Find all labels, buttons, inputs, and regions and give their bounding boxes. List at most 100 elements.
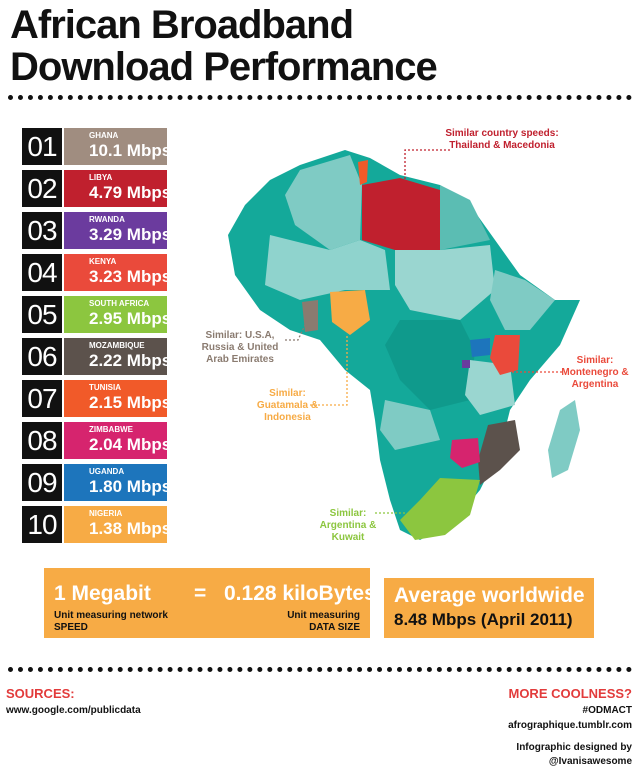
- rank-number: 06: [22, 338, 62, 375]
- map-mozambique: [478, 420, 520, 485]
- rank-country: RWANDA: [89, 215, 125, 224]
- region-namibia: [385, 455, 425, 520]
- region-ethiopia: [490, 270, 555, 330]
- rank-country: NIGERIA: [89, 509, 123, 518]
- rank-bar: SOUTH AFRICA 2.95 Mbps: [64, 296, 171, 333]
- title-line-2: Download Performance: [10, 45, 438, 89]
- rank-number: 05: [22, 296, 62, 333]
- rank-bar: KENYA 3.23 Mbps: [64, 254, 171, 291]
- region-algeria: [285, 155, 362, 250]
- rank-speed: 2.04 Mbps: [89, 435, 172, 454]
- rank-row: 06 MOZAMBIQUE 2.22 Mbps: [22, 338, 171, 375]
- rank-row: 10 NIGERIA 1.38 Mbps: [22, 506, 171, 543]
- region-sudan: [395, 245, 495, 320]
- map-ghana: [302, 300, 318, 332]
- rank-number: 09: [22, 464, 62, 501]
- bottom-dotted-divider: [8, 667, 632, 672]
- region-mali-niger: [265, 235, 390, 300]
- average-box: Average worldwide 8.48 Mbps (April 2011): [384, 578, 594, 638]
- conversion-right-caption: Unit measuring DATA SIZE: [287, 610, 360, 634]
- region-drc: [385, 320, 475, 410]
- map-kenya: [490, 335, 520, 375]
- rank-speed: 3.29 Mbps: [89, 225, 172, 244]
- rank-speed: 1.80 Mbps: [89, 477, 172, 496]
- rank-country: GHANA: [89, 131, 119, 140]
- right-caption-line-2: DATA SIZE: [309, 622, 360, 633]
- rank-bar: MOZAMBIQUE 2.22 Mbps: [64, 338, 171, 375]
- conversion-right-value: 0.128 kiloBytes: [224, 582, 376, 605]
- map-nigeria: [330, 290, 370, 335]
- conversion-box: 1 Megabit = 0.128 kiloBytes Unit measuri…: [44, 568, 376, 638]
- rank-bar: TUNISIA 2.15 Mbps: [64, 380, 171, 417]
- rank-speed: 10.1 Mbps: [89, 141, 172, 160]
- site-link[interactable]: afrographique.tumblr.com: [508, 720, 632, 731]
- rank-speed: 3.23 Mbps: [89, 267, 172, 286]
- annotation-leader-lines: [285, 149, 562, 514]
- conversion-left-caption: Unit measuring network SPEED: [54, 610, 168, 634]
- rank-number: 03: [22, 212, 62, 249]
- title: African Broadband Download Performance: [10, 3, 438, 89]
- rank-row: 01 GHANA 10.1 Mbps: [22, 128, 171, 165]
- rank-row: 05 SOUTH AFRICA 2.95 Mbps: [22, 296, 171, 333]
- rank-row: 03 RWANDA 3.29 Mbps: [22, 212, 171, 249]
- rank-speed: 2.95 Mbps: [89, 309, 172, 328]
- conversion-equals: =: [194, 582, 207, 605]
- rank-row: 02 LIBYA 4.79 Mbps: [22, 170, 171, 207]
- rank-country: LIBYA: [89, 173, 113, 182]
- rank-bar: UGANDA 1.80 Mbps: [64, 464, 171, 501]
- rank-row: 07 TUNISIA 2.15 Mbps: [22, 380, 171, 417]
- rank-country: KENYA: [89, 257, 117, 266]
- rank-number: 08: [22, 422, 62, 459]
- average-label: Average worldwide: [394, 584, 585, 607]
- credit-line-1: Infographic designed by: [516, 742, 632, 753]
- rank-country: SOUTH AFRICA: [89, 299, 150, 308]
- map-zimbabwe: [450, 438, 480, 468]
- rank-country: ZIMBABWE: [89, 425, 133, 434]
- sources-label: SOURCES:: [6, 686, 75, 701]
- leader-nigeria: [310, 335, 348, 406]
- rank-country: UGANDA: [89, 467, 125, 476]
- rank-bar: GHANA 10.1 Mbps: [64, 128, 171, 165]
- annotation-south-africa: Similar: Argentina & Kuwait: [319, 508, 377, 543]
- leader-ghana: [285, 324, 306, 341]
- rank-number: 10: [22, 506, 62, 543]
- sources-link[interactable]: www.google.com/publicdata: [6, 705, 141, 716]
- region-madagascar: [548, 400, 580, 478]
- rank-bar: NIGERIA 1.38 Mbps: [64, 506, 171, 543]
- rank-number: 07: [22, 380, 62, 417]
- region-egypt: [440, 185, 490, 250]
- rank-country: MOZAMBIQUE: [89, 341, 145, 350]
- rank-bar: ZIMBABWE 2.04 Mbps: [64, 422, 171, 459]
- conversion-left-value: 1 Megabit: [54, 582, 151, 605]
- rank-row: 04 KENYA 3.23 Mbps: [22, 254, 171, 291]
- map-libya: [362, 178, 440, 250]
- left-caption-line-1: Unit measuring network: [54, 610, 168, 621]
- average-value: 8.48 Mbps (April 2011): [394, 610, 573, 629]
- highlighted-countries: [302, 160, 520, 540]
- annotation-kenya: Similar: Montenegro & Argentina: [561, 355, 629, 390]
- rank-speed: 2.22 Mbps: [89, 351, 172, 370]
- hashtag: #ODMACT: [582, 705, 632, 716]
- annotation-libya: Similar country speeds: Thailand & Maced…: [445, 128, 559, 151]
- map-tunisia: [358, 160, 368, 185]
- rank-number: 02: [22, 170, 62, 207]
- title-line-1: African Broadband: [10, 3, 354, 47]
- more-coolness-label: MORE COOLNESS?: [508, 686, 632, 701]
- rank-bar: RWANDA 3.29 Mbps: [64, 212, 171, 249]
- annotation-nigeria: Similar: Guatamala & Indonesia: [256, 388, 319, 423]
- leader-libya: [404, 149, 450, 182]
- right-caption-line-1: Unit measuring: [287, 610, 360, 621]
- rank-speed: 2.15 Mbps: [89, 393, 172, 412]
- map-south-africa: [400, 478, 480, 540]
- credit-handle[interactable]: @Ivanisawesome: [548, 756, 632, 767]
- rank-country: TUNISIA: [89, 383, 121, 392]
- rank-row: 09 UGANDA 1.80 Mbps: [22, 464, 171, 501]
- rank-bar: LIBYA 4.79 Mbps: [64, 170, 171, 207]
- map-rwanda: [462, 360, 470, 368]
- left-caption-line-2: SPEED: [54, 622, 88, 633]
- top-dotted-divider: [8, 95, 632, 100]
- map-uganda: [470, 338, 490, 357]
- rank-number: 01: [22, 128, 62, 165]
- region-angola: [380, 400, 440, 450]
